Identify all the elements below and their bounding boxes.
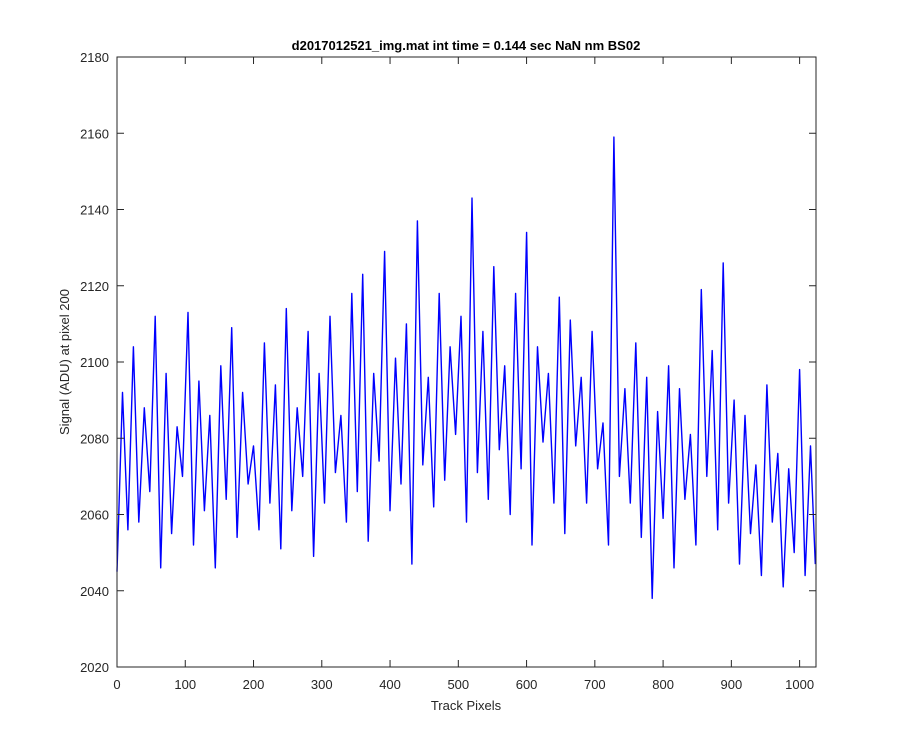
y-tick-label: 2040 [80, 584, 109, 599]
y-tick-label: 2080 [80, 431, 109, 446]
x-tick-label: 600 [516, 677, 538, 692]
y-tick-label: 2140 [80, 203, 109, 218]
y-tick-label: 2020 [80, 660, 109, 675]
x-tick-label: 0 [113, 677, 120, 692]
y-tick-label: 2100 [80, 355, 109, 370]
chart-title: d2017012521_img.mat int time = 0.144 sec… [292, 38, 641, 53]
y-tick-label: 2180 [80, 50, 109, 65]
x-tick-label: 300 [311, 677, 333, 692]
x-tick-label: 100 [174, 677, 196, 692]
y-tick-label: 2120 [80, 279, 109, 294]
x-tick-label: 800 [652, 677, 674, 692]
y-axis-label: Signal (ADU) at pixel 200 [57, 289, 72, 435]
y-axis-ticks: 2020 2040 2060 2080 2100 2120 2140 2160 2180 [80, 50, 816, 675]
x-tick-label: 900 [721, 677, 743, 692]
x-axis-ticks: 0 100 200 300 400 500 600 700 800 900 1000 [113, 57, 814, 692]
x-axis-label: Track Pixels [431, 698, 502, 713]
y-tick-label: 2060 [80, 508, 109, 523]
x-tick-label: 200 [243, 677, 265, 692]
series-layer [116, 136, 816, 600]
x-tick-label: 700 [584, 677, 606, 692]
x-tick-label: 400 [379, 677, 401, 692]
series-line-0 [116, 136, 816, 600]
x-tick-label: 1000 [785, 677, 814, 692]
y-tick-label: 2160 [80, 126, 109, 141]
x-tick-label: 500 [447, 677, 469, 692]
